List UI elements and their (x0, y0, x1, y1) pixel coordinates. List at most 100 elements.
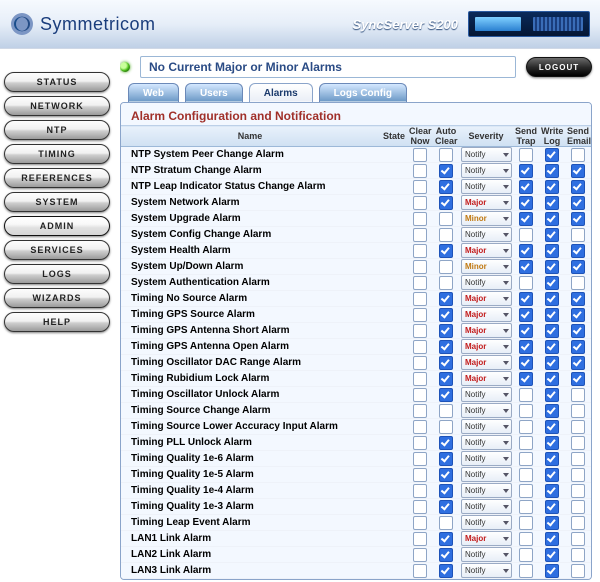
severity-select[interactable]: Major (461, 531, 512, 546)
auto-clear-checkbox[interactable] (439, 500, 453, 514)
clear-now-checkbox[interactable] (413, 292, 427, 306)
send-email-checkbox[interactable] (571, 308, 585, 322)
severity-select[interactable]: Notify (461, 147, 512, 162)
auto-clear-checkbox[interactable] (439, 532, 453, 546)
auto-clear-checkbox[interactable] (439, 260, 453, 274)
severity-select[interactable]: Notify (461, 515, 512, 530)
clear-now-checkbox[interactable] (413, 148, 427, 162)
send-trap-checkbox[interactable] (519, 260, 533, 274)
clear-now-checkbox[interactable] (413, 420, 427, 434)
write-log-checkbox[interactable] (545, 340, 559, 354)
clear-now-checkbox[interactable] (413, 324, 427, 338)
clear-now-checkbox[interactable] (413, 564, 427, 578)
send-email-checkbox[interactable] (571, 452, 585, 466)
sidebar-item-network[interactable]: NETWORK (4, 96, 110, 116)
sidebar-item-status[interactable]: STATUS (4, 72, 110, 92)
clear-now-checkbox[interactable] (413, 548, 427, 562)
severity-select[interactable]: Notify (461, 163, 512, 178)
auto-clear-checkbox[interactable] (439, 340, 453, 354)
tab-alarms[interactable]: Alarms (249, 83, 313, 102)
send-trap-checkbox[interactable] (519, 356, 533, 370)
clear-now-checkbox[interactable] (413, 308, 427, 322)
write-log-checkbox[interactable] (545, 308, 559, 322)
send-email-checkbox[interactable] (571, 164, 585, 178)
send-trap-checkbox[interactable] (519, 516, 533, 530)
severity-select[interactable]: Notify (461, 547, 512, 562)
send-trap-checkbox[interactable] (519, 340, 533, 354)
auto-clear-checkbox[interactable] (439, 468, 453, 482)
severity-select[interactable]: Notify (461, 451, 512, 466)
send-email-checkbox[interactable] (571, 196, 585, 210)
auto-clear-checkbox[interactable] (439, 548, 453, 562)
send-trap-checkbox[interactable] (519, 372, 533, 386)
write-log-checkbox[interactable] (545, 564, 559, 578)
send-email-checkbox[interactable] (571, 356, 585, 370)
clear-now-checkbox[interactable] (413, 372, 427, 386)
send-email-checkbox[interactable] (571, 292, 585, 306)
write-log-checkbox[interactable] (545, 180, 559, 194)
send-trap-checkbox[interactable] (519, 148, 533, 162)
auto-clear-checkbox[interactable] (439, 308, 453, 322)
tab-users[interactable]: Users (185, 83, 243, 102)
send-trap-checkbox[interactable] (519, 548, 533, 562)
write-log-checkbox[interactable] (545, 244, 559, 258)
send-email-checkbox[interactable] (571, 276, 585, 290)
send-email-checkbox[interactable] (571, 484, 585, 498)
sidebar-item-ntp[interactable]: NTP (4, 120, 110, 140)
write-log-checkbox[interactable] (545, 516, 559, 530)
clear-now-checkbox[interactable] (413, 436, 427, 450)
sidebar-item-timing[interactable]: TIMING (4, 144, 110, 164)
send-trap-checkbox[interactable] (519, 532, 533, 546)
write-log-checkbox[interactable] (545, 276, 559, 290)
send-email-checkbox[interactable] (571, 404, 585, 418)
auto-clear-checkbox[interactable] (439, 164, 453, 178)
send-trap-checkbox[interactable] (519, 468, 533, 482)
send-trap-checkbox[interactable] (519, 196, 533, 210)
send-email-checkbox[interactable] (571, 532, 585, 546)
sidebar-item-services[interactable]: SERVICES (4, 240, 110, 260)
severity-select[interactable]: Major (461, 243, 512, 258)
auto-clear-checkbox[interactable] (439, 564, 453, 578)
auto-clear-checkbox[interactable] (439, 436, 453, 450)
sidebar-item-logs[interactable]: LOGS (4, 264, 110, 284)
write-log-checkbox[interactable] (545, 404, 559, 418)
auto-clear-checkbox[interactable] (439, 372, 453, 386)
severity-select[interactable]: Minor (461, 211, 512, 226)
send-trap-checkbox[interactable] (519, 500, 533, 514)
clear-now-checkbox[interactable] (413, 260, 427, 274)
severity-select[interactable]: Notify (461, 275, 512, 290)
send-trap-checkbox[interactable] (519, 180, 533, 194)
severity-select[interactable]: Major (461, 355, 512, 370)
severity-select[interactable]: Notify (461, 179, 512, 194)
write-log-checkbox[interactable] (545, 436, 559, 450)
severity-select[interactable]: Major (461, 371, 512, 386)
severity-select[interactable]: Notify (461, 483, 512, 498)
write-log-checkbox[interactable] (545, 164, 559, 178)
clear-now-checkbox[interactable] (413, 500, 427, 514)
severity-select[interactable]: Notify (461, 227, 512, 242)
send-email-checkbox[interactable] (571, 564, 585, 578)
clear-now-checkbox[interactable] (413, 468, 427, 482)
write-log-checkbox[interactable] (545, 148, 559, 162)
write-log-checkbox[interactable] (545, 500, 559, 514)
auto-clear-checkbox[interactable] (439, 388, 453, 402)
auto-clear-checkbox[interactable] (439, 196, 453, 210)
clear-now-checkbox[interactable] (413, 196, 427, 210)
auto-clear-checkbox[interactable] (439, 580, 453, 581)
write-log-checkbox[interactable] (545, 532, 559, 546)
auto-clear-checkbox[interactable] (439, 228, 453, 242)
send-email-checkbox[interactable] (571, 436, 585, 450)
send-email-checkbox[interactable] (571, 244, 585, 258)
severity-select[interactable]: Notify (461, 435, 512, 450)
severity-select[interactable]: Major (461, 291, 512, 306)
send-trap-checkbox[interactable] (519, 388, 533, 402)
severity-select[interactable]: Notify (461, 499, 512, 514)
severity-select[interactable]: Major (461, 195, 512, 210)
clear-now-checkbox[interactable] (413, 164, 427, 178)
write-log-checkbox[interactable] (545, 228, 559, 242)
send-trap-checkbox[interactable] (519, 436, 533, 450)
tab-logs-config[interactable]: Logs Config (319, 83, 407, 102)
write-log-checkbox[interactable] (545, 388, 559, 402)
auto-clear-checkbox[interactable] (439, 420, 453, 434)
clear-now-checkbox[interactable] (413, 484, 427, 498)
